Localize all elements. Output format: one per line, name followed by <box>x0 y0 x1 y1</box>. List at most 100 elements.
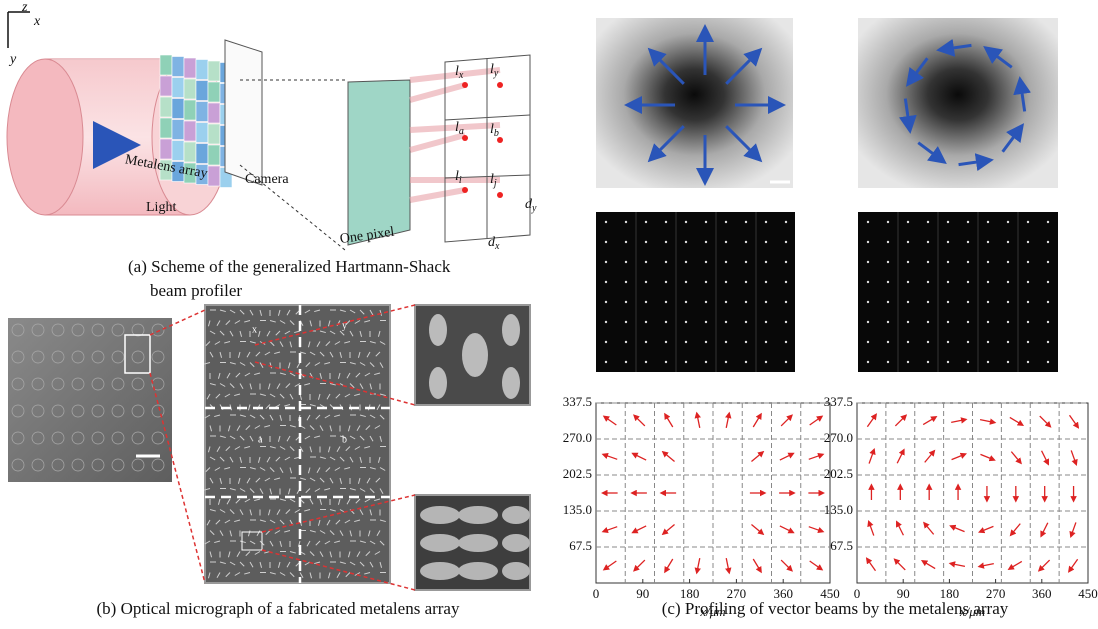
spot <box>725 341 727 343</box>
spot <box>625 221 627 223</box>
lens-cell <box>172 120 184 140</box>
spot <box>605 361 607 363</box>
field-arrow <box>980 454 993 459</box>
spot <box>685 261 687 263</box>
spot <box>625 261 627 263</box>
spot <box>987 281 989 283</box>
lens-cell <box>184 100 196 120</box>
spot <box>907 281 909 283</box>
field-arrow <box>1042 451 1048 464</box>
spot <box>887 241 889 243</box>
spot <box>665 221 667 223</box>
spot <box>1027 341 1029 343</box>
field-arrow <box>780 454 793 460</box>
lens-cell <box>160 118 172 138</box>
lens-cell <box>208 61 220 81</box>
spot <box>1047 301 1049 303</box>
caption: (b) Optical micrograph of a fabricated m… <box>97 599 460 618</box>
spot <box>785 241 787 243</box>
lens-cell <box>160 55 172 75</box>
caption: (a) Scheme of the generalized Hartmann-S… <box>128 257 451 276</box>
field-arrow <box>665 559 672 571</box>
field-arrow <box>869 522 874 535</box>
y-tick-label: 135.0 <box>563 502 592 517</box>
spot <box>887 321 889 323</box>
field-arrow <box>781 416 791 426</box>
spot <box>725 221 727 223</box>
lens-cell <box>160 76 172 96</box>
field-arrow <box>1011 524 1020 535</box>
lens-cell <box>184 79 196 99</box>
spot <box>867 241 869 243</box>
spot <box>645 221 647 223</box>
spot <box>625 281 627 283</box>
spot <box>765 221 767 223</box>
spot <box>927 221 929 223</box>
spot <box>605 321 607 323</box>
y-tick-label: 135.0 <box>824 502 853 517</box>
field-arrow <box>925 524 934 535</box>
spot <box>685 341 687 343</box>
lens-cell <box>196 123 208 143</box>
spot <box>685 281 687 283</box>
spot <box>967 241 969 243</box>
spot <box>947 281 949 283</box>
spot <box>967 301 969 303</box>
spot <box>1007 261 1009 263</box>
spot <box>605 261 607 263</box>
field-arrow <box>809 527 822 532</box>
lens-cell <box>160 139 172 159</box>
spot <box>1027 241 1029 243</box>
spot <box>1027 221 1029 223</box>
x-tick-label: 450 <box>1078 586 1098 601</box>
field-arrow <box>751 453 762 462</box>
field-arrow <box>1071 522 1076 535</box>
field-arrow <box>923 417 935 424</box>
spot <box>625 341 627 343</box>
spot <box>987 321 989 323</box>
label: la <box>455 120 464 137</box>
spot <box>967 361 969 363</box>
field-arrow <box>810 417 821 425</box>
spot <box>967 341 969 343</box>
label-sub: y <box>531 203 537 214</box>
spot <box>725 241 727 243</box>
spot <box>705 301 707 303</box>
spot <box>765 341 767 343</box>
y-tick-label: 337.5 <box>824 394 853 409</box>
field-arrow <box>952 454 965 459</box>
field-arrow <box>1070 559 1078 570</box>
field-arrow <box>753 415 760 427</box>
spot <box>765 321 767 323</box>
spot <box>887 301 889 303</box>
spot <box>1007 321 1009 323</box>
spot <box>645 301 647 303</box>
spot <box>785 321 787 323</box>
spot <box>1007 301 1009 303</box>
spot <box>1047 341 1049 343</box>
axis-label: z <box>21 0 28 15</box>
spot <box>765 281 767 283</box>
label: a <box>258 434 263 445</box>
label-sub: x <box>494 241 500 252</box>
lens-cell <box>184 142 196 162</box>
label: b <box>342 434 347 445</box>
lens-cell <box>184 58 196 78</box>
spot <box>987 221 989 223</box>
spot <box>745 241 747 243</box>
lens-cell <box>160 97 172 117</box>
spot <box>785 261 787 263</box>
spot <box>867 341 869 343</box>
spot <box>1027 281 1029 283</box>
spot <box>1007 241 1009 243</box>
label: Camera <box>245 172 289 187</box>
spot <box>645 281 647 283</box>
spot <box>1047 361 1049 363</box>
plot: 67.5135.0202.5270.0337.5090180270360450x… <box>563 394 840 619</box>
lens-cell <box>196 144 208 164</box>
axis-label: y <box>8 52 17 67</box>
spot <box>685 361 687 363</box>
plot: 67.5135.0202.5270.0337.5090180270360450x… <box>824 394 1098 619</box>
field-arrow <box>634 526 647 532</box>
label: One pixel <box>339 225 395 247</box>
